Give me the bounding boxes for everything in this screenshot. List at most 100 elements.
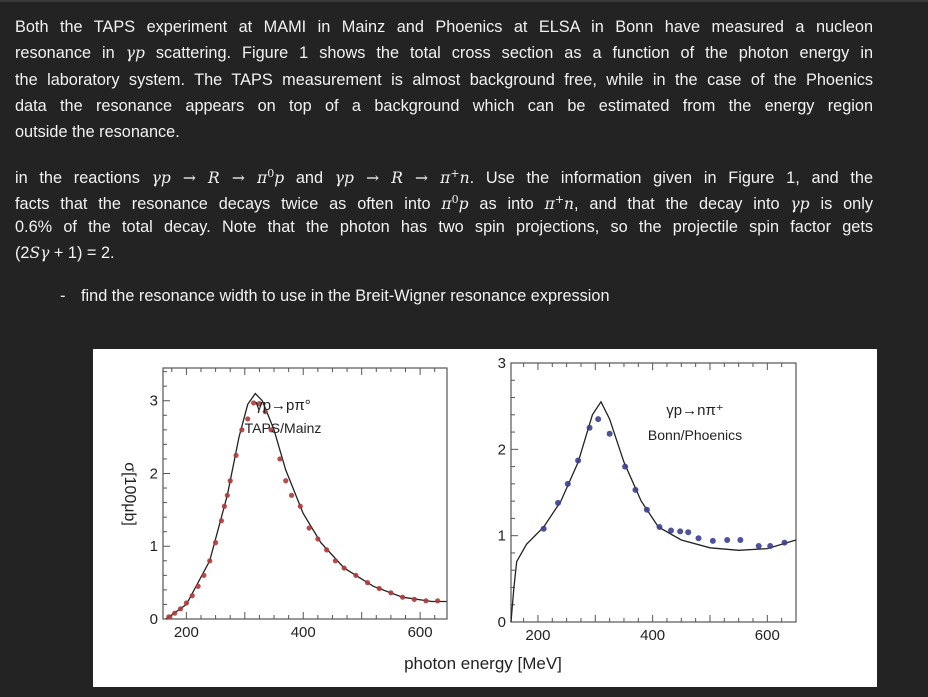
data-point (724, 536, 731, 543)
data-point (435, 598, 441, 604)
data-point (767, 543, 774, 550)
text-segment: outside the resonance. (15, 123, 180, 142)
text-segment: . Use the information given in Figure 1,… (469, 169, 873, 188)
data-point (268, 427, 274, 433)
figure-1: 200 400 600 0 1 2 3 γp→pπ° TAPS/Mainz 200 400 600 0 1… (93, 349, 877, 687)
math-segment: n (459, 169, 470, 188)
cross-section-plots: 200 400 600 0 1 2 3 γp→pπ° TAPS/Mainz 200 400 600 0 1… (121, 355, 797, 673)
data-point (207, 558, 213, 564)
x-tick-label: 400 (640, 627, 665, 644)
data-point (315, 536, 321, 542)
math-segment: γp → R → π (334, 169, 451, 188)
math-segment: γp (125, 44, 145, 63)
superscript: 0 (452, 193, 459, 213)
data-point (555, 499, 562, 506)
math-segment: + (554, 193, 565, 207)
data-point (256, 401, 263, 407)
data-point (606, 430, 613, 437)
data-point (685, 529, 692, 536)
y-axis-label: σ[100μb] (121, 462, 138, 526)
data-point (388, 590, 394, 596)
data-point (353, 572, 359, 578)
data-point (245, 416, 251, 422)
data-point (737, 536, 744, 543)
text-segment: and (284, 169, 335, 188)
data-point (709, 537, 716, 544)
text-segment: , and that the decay into (574, 195, 791, 214)
data-point (288, 492, 295, 498)
plot-reaction-label: γp→pπ° (255, 397, 311, 414)
data-point (399, 594, 406, 600)
y-tick-label: 1 (498, 528, 506, 545)
data-point (622, 463, 629, 470)
data-point (376, 585, 382, 592)
y-tick-label: 0 (498, 614, 506, 631)
data-point (172, 610, 178, 616)
data-point (332, 558, 338, 564)
text-segment: (2 (15, 243, 30, 262)
plot-reaction-label: γp→nπ⁺ (666, 402, 723, 419)
superscript: + (554, 193, 565, 213)
data-point (218, 518, 225, 524)
data-point (643, 506, 650, 513)
data-point (695, 535, 702, 542)
x-tick-label: 600 (408, 624, 433, 641)
data-point (324, 547, 330, 553)
text-segment: as into (468, 195, 545, 214)
y-tick-label: 3 (498, 355, 506, 372)
text-segment: in the reactions (15, 169, 152, 188)
data-point (239, 427, 245, 433)
data-point (166, 614, 172, 620)
x-tick-label: 600 (755, 627, 780, 644)
data-point (564, 480, 571, 487)
math-segment: γp → R → π (151, 169, 268, 188)
text-segment: 0.6% of the total decay. Note that the p… (15, 217, 873, 236)
data-point (667, 527, 674, 534)
data-point (233, 452, 239, 458)
data-point (586, 424, 593, 431)
plot-frame (162, 367, 448, 620)
data-point (677, 528, 684, 535)
math-segment: + (450, 167, 460, 180)
x-axis-label: photon energy [MeV] (404, 654, 562, 673)
plot-frame (510, 362, 797, 623)
text-segment: the laboratory system. The TAPS measurem… (15, 70, 873, 89)
bullet-dash: - (60, 287, 66, 305)
math-segment: π (544, 195, 555, 214)
plot-1: 200 400 600 0 1 2 3 γp→pπ° TAPS/Mainz (150, 367, 448, 641)
data-point (595, 416, 602, 423)
data-point (656, 524, 663, 531)
text-line: outside the resonance. (15, 119, 873, 145)
question-paragraph: in the reactions γp → R → π0p and γp → R… (15, 161, 873, 266)
text-line: Both the TAPS experiment at MAMI in Main… (15, 14, 873, 40)
data-point (364, 580, 371, 586)
text-line: 0.6% of the total decay. Note that the p… (15, 214, 873, 240)
data-point (262, 409, 268, 415)
text-segment: scattering. Figure 1 shows the total cro… (144, 44, 873, 63)
plot-experiment-label: Bonn/Phoenics (648, 427, 742, 443)
math-segment: 0 (267, 167, 275, 180)
text-line: resonance in γp scattering. Figure 1 sho… (15, 40, 873, 66)
superscript: 0 (267, 167, 275, 187)
math-segment: π (441, 195, 452, 214)
data-point (540, 525, 547, 532)
data-point (306, 525, 312, 531)
superscript: + (450, 167, 460, 187)
text-line: data the resonance appears on top of a b… (15, 93, 873, 119)
math-segment: γp (790, 195, 810, 214)
text-segment: facts that the resonance decays twice as… (15, 195, 442, 214)
fit-curve (165, 392, 447, 620)
y-tick-label: 3 (150, 393, 158, 410)
data-point (224, 492, 230, 498)
data-point (195, 583, 201, 589)
data-point (632, 486, 639, 493)
text-line: (2Sγ + 1) = 2. (15, 240, 873, 266)
data-point (177, 606, 184, 612)
math-segment: n (564, 195, 574, 214)
fit-curve (510, 400, 797, 623)
text-line: the laboratory system. The TAPS measurem… (15, 67, 873, 93)
text-line: in the reactions γp → R → π0p and γp → R… (15, 161, 873, 187)
text-segment: + 1) = 2. (49, 243, 115, 262)
text-segment: is only (809, 195, 873, 214)
data-point (221, 503, 227, 509)
